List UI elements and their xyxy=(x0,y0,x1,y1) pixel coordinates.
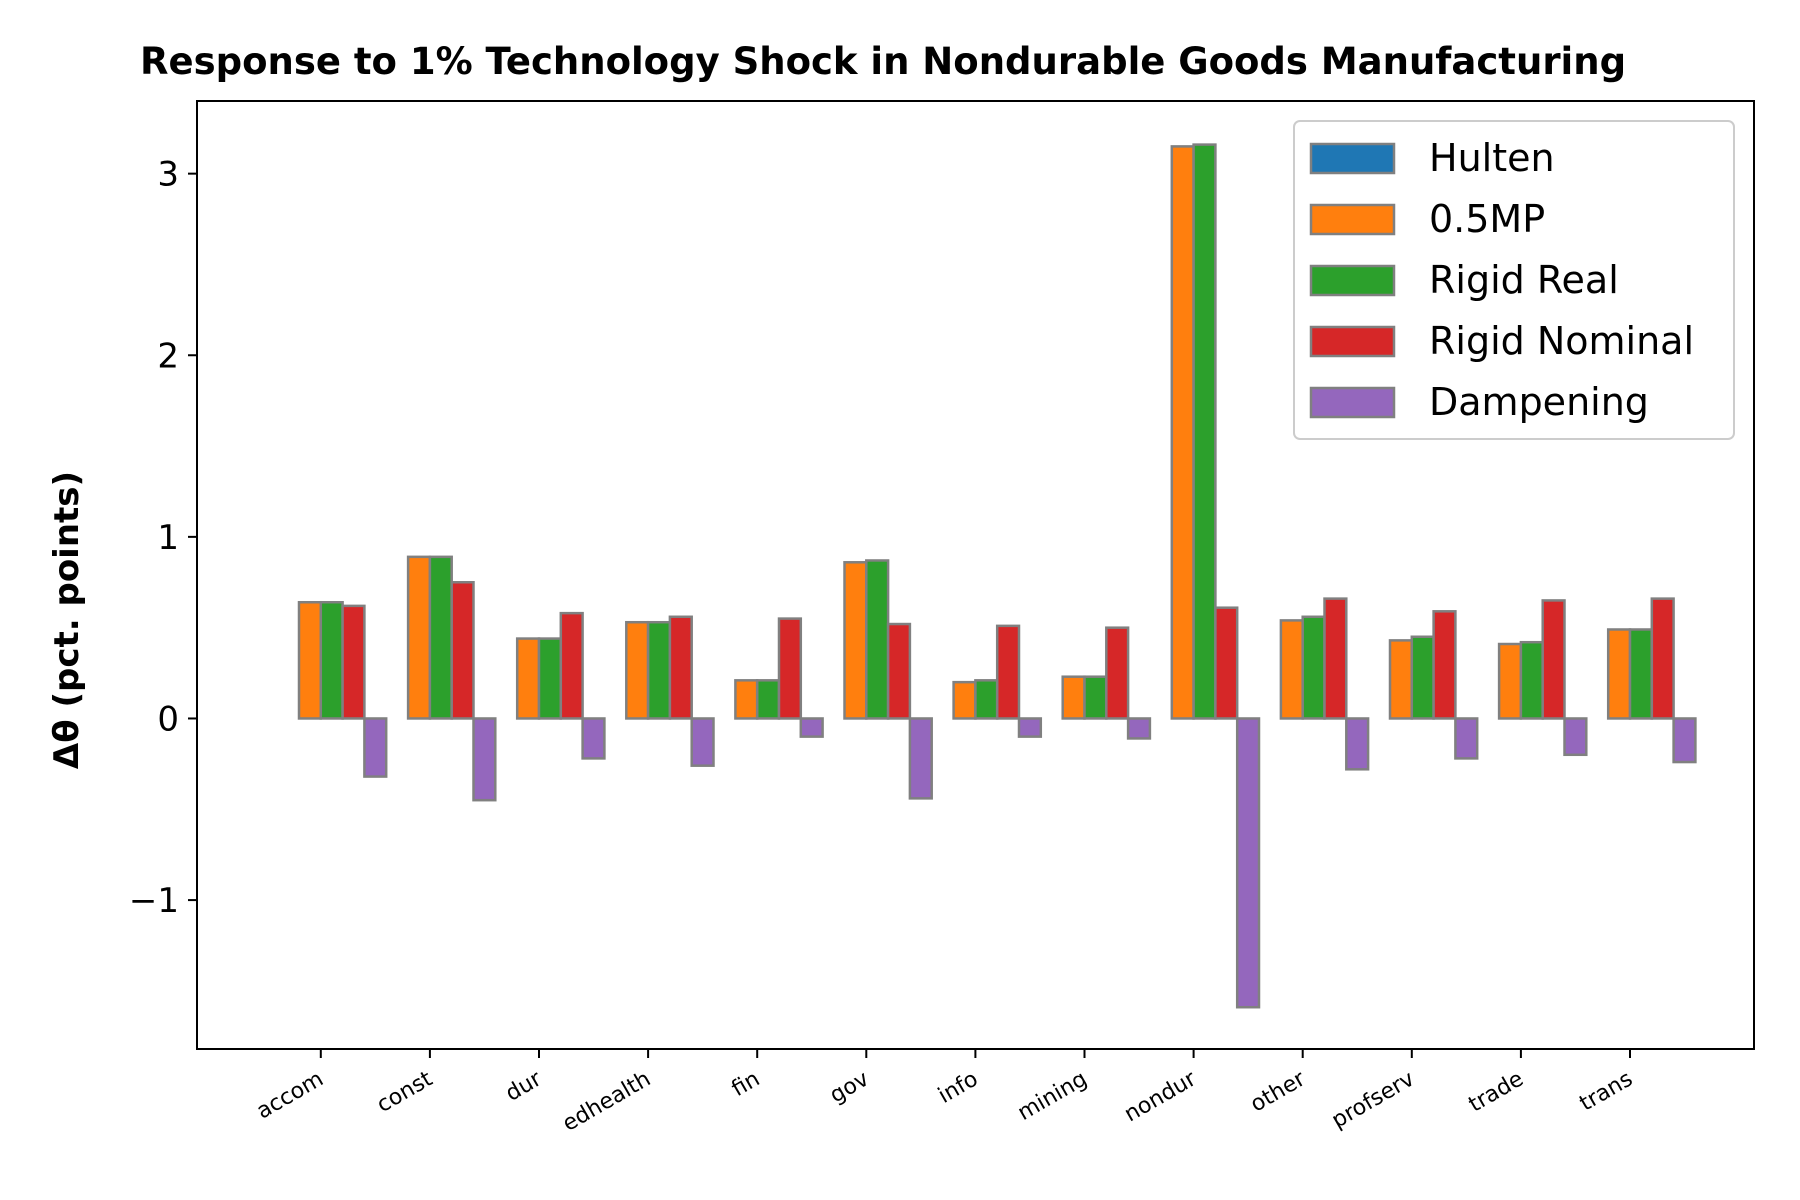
bar-rigid-real-accom xyxy=(319,600,344,720)
bar-0-5mp-other xyxy=(1279,619,1304,720)
legend[interactable]: Hulten 0.5MP Rigid Real Rigid Nominal Dampen… xyxy=(1293,120,1735,440)
bar-dampening-fin xyxy=(799,717,824,738)
x-tick-label-dur: dur xyxy=(501,1066,546,1107)
bar-rigid-nominal-info xyxy=(995,624,1021,720)
legend-swatch-hulten xyxy=(1309,142,1396,175)
bar-rigid-nominal-fin xyxy=(777,617,803,720)
y-tick-label: 0 xyxy=(157,699,179,739)
legend-box xyxy=(1293,120,1735,440)
bar-rigid-real-trade xyxy=(1519,640,1544,720)
bar-dampening-profserv xyxy=(1454,717,1479,760)
bar-rigid-real-info xyxy=(974,679,999,720)
bar-0-5mp-fin xyxy=(734,679,759,720)
legend-swatch-dampening xyxy=(1309,386,1396,419)
bar-rigid-nominal-accom xyxy=(341,604,366,720)
bar-rigid-nominal-other xyxy=(1323,597,1348,720)
bar-rigid-real-other xyxy=(1301,615,1326,720)
x-tick-label-mining: mining xyxy=(1014,1067,1092,1126)
legend-label-0-5mp: 0.5MP xyxy=(1429,197,1545,241)
x-tick-label-const: const xyxy=(373,1066,437,1118)
bar-0-5mp-const xyxy=(406,555,432,720)
legend-label-rigid-nominal: Rigid Nominal xyxy=(1429,319,1694,363)
bar-dampening-trans xyxy=(1672,717,1697,764)
x-tick-label-profserv: profserv xyxy=(1328,1067,1419,1134)
bar-dampening-edhealth xyxy=(690,717,715,767)
x-axis: accom const dur edhealth fin gov info mining non… xyxy=(252,1049,1637,1137)
bar-rigid-nominal-trade xyxy=(1541,599,1566,720)
bar-rigid-nominal-const xyxy=(450,581,475,720)
y-axis: −1 0 1 2 3 xyxy=(129,155,197,921)
chart-title: Response to 1% Technology Shock in Nondu… xyxy=(140,40,1626,83)
bar-rigid-real-const xyxy=(428,555,453,720)
x-tick-label-edhealth: edhealth xyxy=(558,1067,655,1137)
x-tick-label-gov: gov xyxy=(826,1067,874,1109)
bar-0-5mp-info xyxy=(952,680,977,720)
bar-rigid-nominal-gov xyxy=(886,622,912,720)
x-tick-label-trans: trans xyxy=(1576,1067,1637,1117)
legend-swatch-rigid-real xyxy=(1309,264,1396,297)
bar-rigid-nominal-nondur xyxy=(1214,606,1239,720)
bar-rigid-real-gov xyxy=(865,559,890,720)
bar-dampening-other xyxy=(1345,717,1370,771)
y-axis-label: Δθ (pct. points) xyxy=(47,471,87,769)
x-tick-label-info: info xyxy=(934,1067,982,1109)
bar-rigid-real-mining xyxy=(1083,675,1108,720)
bar-dampening-gov xyxy=(908,717,933,800)
bar-rigid-nominal-trans xyxy=(1650,597,1675,720)
bar-dampening-dur xyxy=(581,717,606,760)
legend-swatch-rigid-nominal xyxy=(1309,325,1396,358)
bar-0-5mp-nondur xyxy=(1170,145,1195,720)
bar-0-5mp-edhealth xyxy=(625,620,650,720)
bar-dampening-trade xyxy=(1563,717,1588,757)
bar-0-5mp-trans xyxy=(1606,628,1632,720)
y-tick-label: 2 xyxy=(157,336,179,376)
bar-0-5mp-dur xyxy=(515,637,541,720)
bar-rigid-nominal-mining xyxy=(1105,626,1130,720)
x-tick-label-trade: trade xyxy=(1465,1067,1528,1118)
bar-rigid-real-fin xyxy=(755,679,781,720)
legend-label-dampening: Dampening xyxy=(1429,380,1649,424)
bar-rigid-nominal-profserv xyxy=(1432,610,1457,720)
bar-rigid-real-nondur xyxy=(1192,143,1217,720)
bar-dampening-info xyxy=(1017,717,1043,738)
bar-dampening-accom xyxy=(363,717,388,778)
bar-rigid-nominal-edhealth xyxy=(668,615,693,720)
y-tick-label: −1 xyxy=(129,881,179,921)
bar-dampening-mining xyxy=(1126,717,1152,740)
x-tick-label-nondur: nondur xyxy=(1120,1066,1201,1127)
bar-0-5mp-profserv xyxy=(1388,639,1414,720)
bar-rigid-real-dur xyxy=(537,637,563,720)
bar-0-5mp-mining xyxy=(1061,675,1086,720)
bar-0-5mp-accom xyxy=(297,600,323,720)
bar-rigid-nominal-dur xyxy=(559,611,584,720)
bar-rigid-real-edhealth xyxy=(646,620,672,720)
bar-dampening-const xyxy=(472,717,497,802)
bar-0-5mp-gov xyxy=(843,561,868,720)
bar-0-5mp-trade xyxy=(1497,642,1523,720)
x-tick-label-accom: accom xyxy=(252,1067,327,1125)
y-tick-label: 3 xyxy=(157,155,179,195)
x-tick-label-other: other xyxy=(1246,1066,1310,1117)
bar-rigid-real-trans xyxy=(1628,628,1654,720)
y-tick-label: 1 xyxy=(157,518,179,558)
legend-label-rigid-real: Rigid Real xyxy=(1429,258,1619,302)
x-tick-label-fin: fin xyxy=(728,1067,765,1103)
bar-dampening-nondur xyxy=(1235,717,1261,1009)
legend-swatch-0-5mp xyxy=(1309,203,1396,236)
plot-area xyxy=(196,100,1755,1050)
legend-label-hulten: Hulten xyxy=(1429,136,1555,180)
bar-rigid-real-profserv xyxy=(1410,635,1435,720)
